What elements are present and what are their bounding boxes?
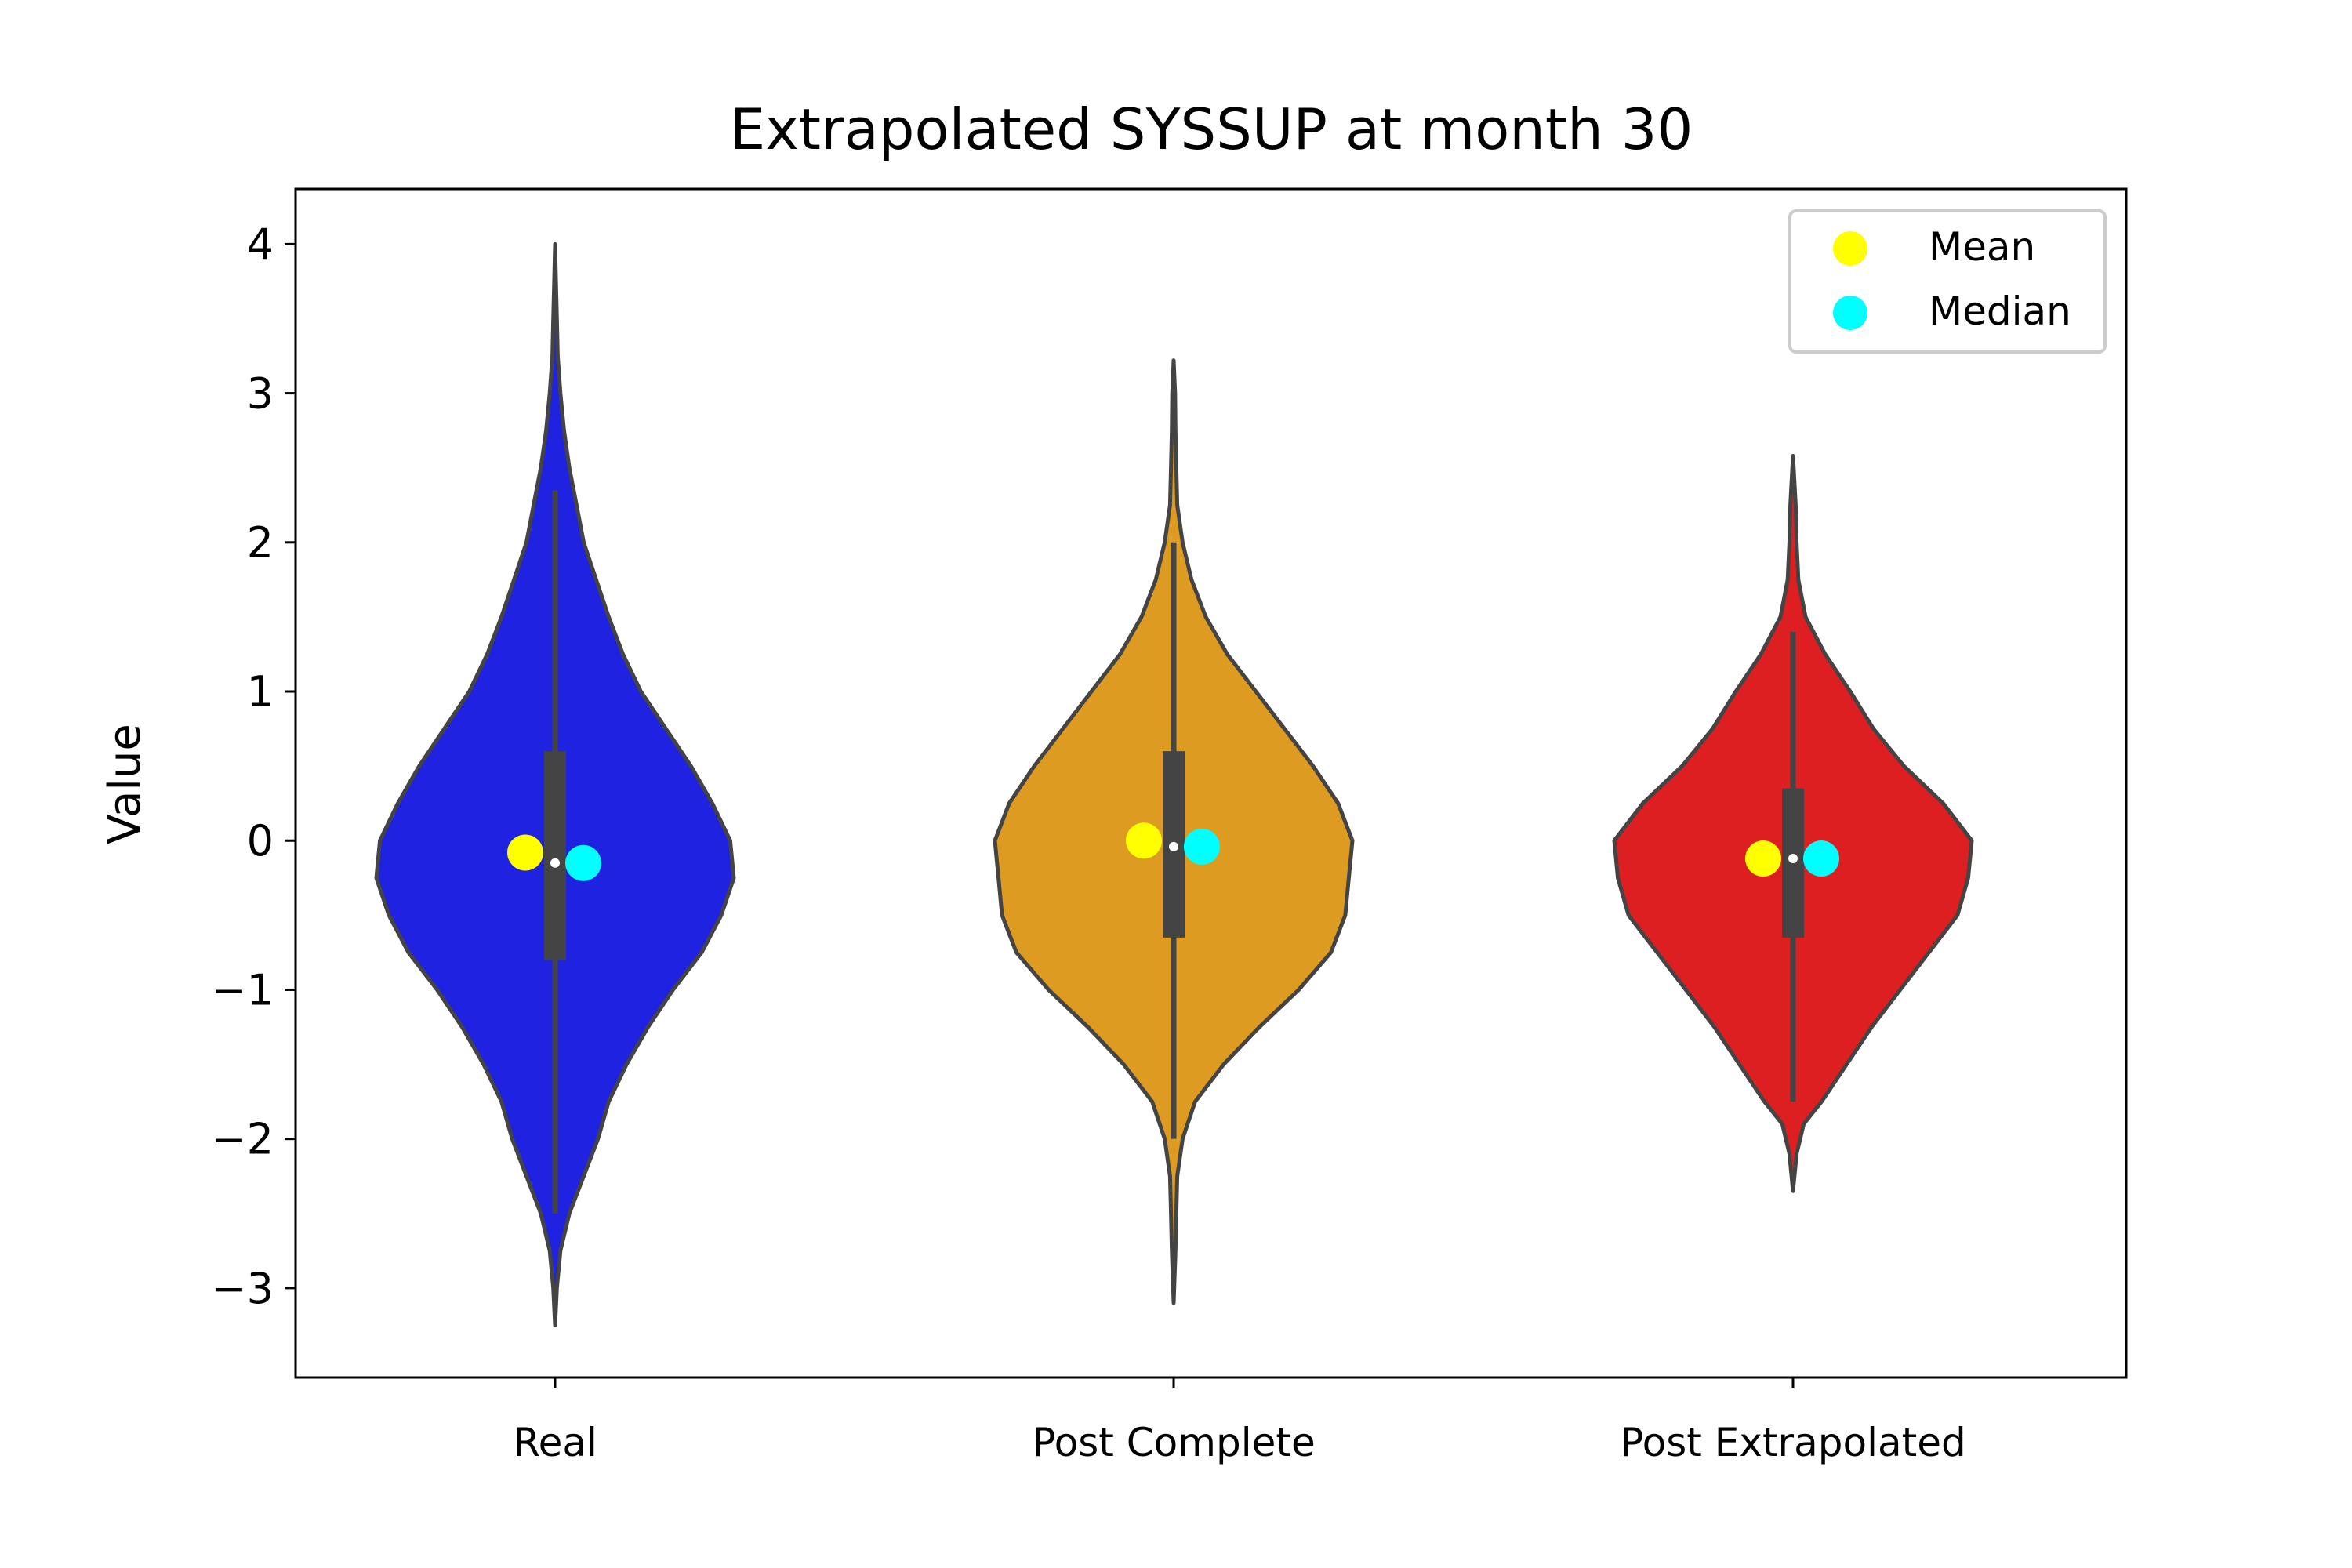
- mean-marker-post-complete: [1126, 822, 1162, 859]
- y-tick-label: 2: [247, 518, 274, 568]
- median-dot-real: [550, 858, 560, 868]
- y-tick-label: −2: [211, 1115, 274, 1164]
- legend: Mean Median: [1788, 209, 2107, 354]
- y-axis: 4 3 2 1 0 −1 −2 −3: [211, 220, 296, 1313]
- legend-mean-marker: [1833, 231, 1867, 266]
- y-tick-label: 3: [247, 369, 274, 419]
- median-marker-post-extrapolated: [1803, 840, 1839, 877]
- median-dot-post-extrapolated: [1788, 854, 1798, 864]
- violins: [374, 241, 1974, 1327]
- mean-marker-real: [507, 834, 543, 871]
- chart-title: Extrapolated SYSSUP at month 30: [730, 96, 1693, 162]
- median-marker-real: [565, 844, 601, 881]
- x-tick-label: Post Extrapolated: [1620, 1420, 1965, 1465]
- mean-marker-post-extrapolated: [1745, 840, 1781, 877]
- y-tick-label: −3: [211, 1264, 274, 1313]
- x-tick-label: Real: [513, 1420, 597, 1465]
- legend-box: [1788, 209, 2107, 354]
- legend-median-marker: [1833, 296, 1867, 330]
- x-tick-label: Post Complete: [1032, 1420, 1315, 1465]
- x-axis: Real Post Complete Post Extrapolated: [513, 1377, 1966, 1465]
- y-tick-label: 0: [247, 816, 274, 866]
- legend-median-label: Median: [1929, 289, 2071, 334]
- y-tick-label: −1: [211, 965, 274, 1014]
- median-dot-post-complete: [1169, 841, 1178, 851]
- plot-frame: [294, 187, 2128, 1379]
- y-tick-label: 4: [247, 220, 274, 269]
- median-marker-post-complete: [1184, 828, 1220, 865]
- iqr-box-real: [544, 751, 566, 960]
- y-tick-label: 1: [247, 667, 274, 717]
- y-axis-label: Value: [100, 724, 151, 844]
- legend-mean-label: Mean: [1929, 224, 2035, 270]
